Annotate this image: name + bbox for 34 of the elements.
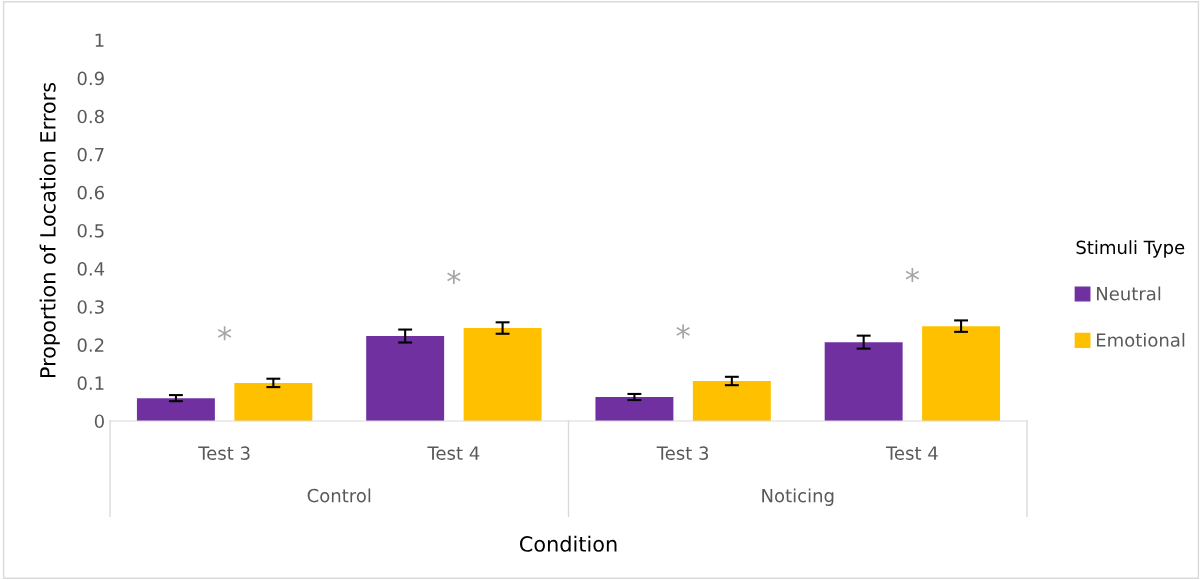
y-tick-label: 0.1 — [77, 376, 104, 391]
bar — [595, 397, 674, 421]
x-axis-title: Condition — [519, 535, 617, 552]
y-tick-label: 0.8 — [77, 109, 104, 124]
y-tick-label: 0.7 — [77, 147, 104, 162]
bar — [463, 328, 542, 421]
bar — [692, 380, 771, 421]
legend-title: Stimuli Type — [1076, 240, 1185, 258]
x-tick-label: Test 4 — [427, 446, 480, 460]
annotation: * — [905, 268, 920, 283]
y-tick-label: 0.5 — [77, 223, 104, 238]
y-tick-label: 0.3 — [77, 300, 104, 314]
legend-label: Neutral — [1096, 286, 1161, 301]
y-tick-label: 0.4 — [77, 262, 105, 276]
x-tick-label: Test 4 — [885, 446, 938, 460]
annotation: * — [217, 326, 232, 341]
y-tick-label: 1 — [95, 33, 104, 47]
annotation: * — [676, 324, 690, 339]
bar — [922, 326, 1001, 421]
bar — [824, 342, 903, 421]
annotation: * — [447, 269, 461, 284]
y-tick-label: 0.2 — [77, 338, 104, 352]
legend-label: Emotional — [1096, 332, 1185, 347]
y-axis-title: Proportion of Location Errors — [39, 82, 60, 378]
x-tick-label: Test 3 — [656, 446, 709, 460]
y-tick-label: 0.6 — [77, 185, 104, 200]
bar — [366, 336, 445, 421]
x-tick-label: Test 3 — [198, 446, 250, 460]
text: Control — [307, 488, 371, 503]
y-tick-label: 0 — [94, 414, 104, 429]
y-tick-label: 0.9 — [77, 71, 104, 86]
bar — [234, 382, 313, 421]
bar — [136, 398, 215, 421]
text: Noticing — [762, 488, 834, 506]
